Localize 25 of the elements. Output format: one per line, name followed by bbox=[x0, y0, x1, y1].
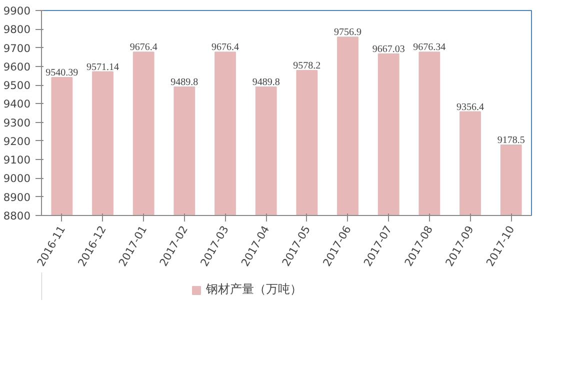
y-tick-label: 9000 bbox=[3, 172, 31, 186]
y-tick-label: 9900 bbox=[3, 4, 31, 18]
y-tick-label: 9300 bbox=[3, 116, 31, 130]
data-label: 9676.4 bbox=[130, 42, 158, 54]
data-label: 9578.2 bbox=[293, 60, 321, 72]
data-label: 9676.4 bbox=[212, 42, 239, 54]
data-label: 9756.9 bbox=[334, 27, 362, 38]
y-tick-label: 9600 bbox=[3, 60, 31, 74]
data-label: 9676.34 bbox=[413, 42, 446, 54]
y-tick-label: 9400 bbox=[3, 98, 31, 111]
data-label: 9540.39 bbox=[46, 68, 78, 79]
y-tick-label: 8800 bbox=[3, 210, 31, 222]
data-label: 9489.8 bbox=[170, 76, 198, 88]
data-label: 9356.4 bbox=[456, 102, 484, 113]
y-tick-label: 9700 bbox=[3, 42, 31, 55]
y-tick-label: 9800 bbox=[3, 23, 31, 36]
y-tick-label: 8900 bbox=[3, 190, 31, 204]
data-label: 9178.5 bbox=[497, 134, 525, 146]
data-label: 9667.03 bbox=[372, 44, 405, 55]
legend-label: 钢材产量（万吨） bbox=[206, 281, 302, 298]
y-tick-label: 9100 bbox=[3, 154, 31, 167]
y-tick-label: 9200 bbox=[3, 134, 31, 148]
data-label: 9571.14 bbox=[86, 62, 119, 73]
y-tick-label: 9500 bbox=[3, 79, 31, 92]
data-label: 9489.8 bbox=[252, 76, 280, 88]
